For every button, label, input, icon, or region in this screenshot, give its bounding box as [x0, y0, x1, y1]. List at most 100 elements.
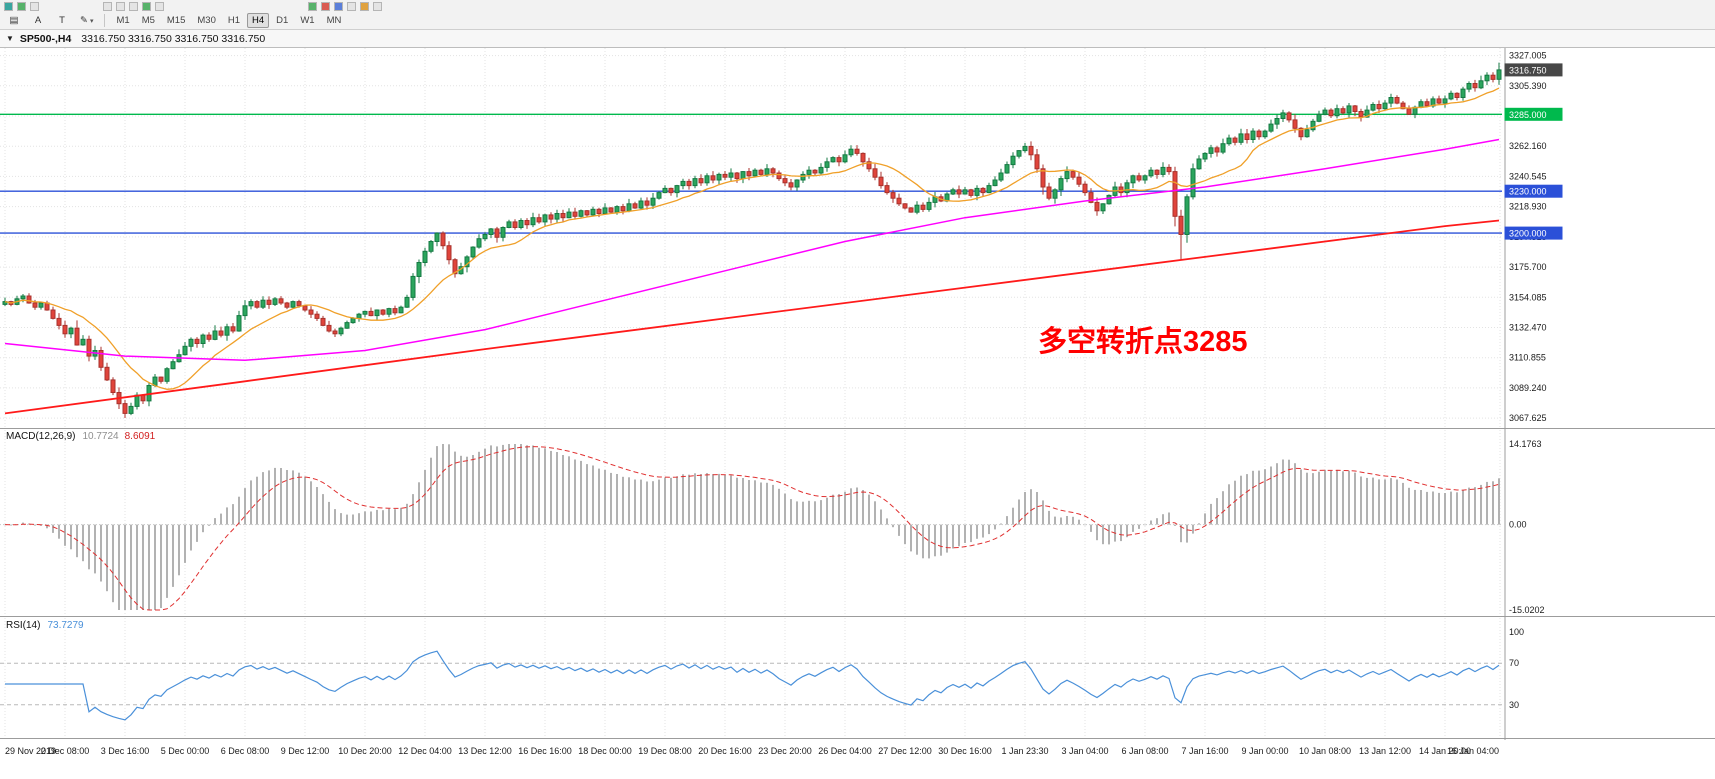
- strategy-tester-icon[interactable]: [129, 1, 138, 11]
- macd-label: MACD(12,26,9): [6, 431, 76, 442]
- chart-bars-icon[interactable]: [308, 1, 317, 11]
- macd-signal-line: [4, 446, 1500, 611]
- macd-header: MACD(12,26,9) 10.7724 8.6091: [6, 431, 155, 442]
- svg-text:3285.000: 3285.000: [1509, 110, 1547, 120]
- tile-windows-icon[interactable]: [373, 1, 382, 11]
- time-axis-label: 13 Dec 12:00: [458, 746, 512, 756]
- chart-list-icon[interactable]: ▤: [9, 15, 19, 26]
- svg-text:3200.000: 3200.000: [1509, 229, 1547, 239]
- time-axis-label: 16 Dec 16:00: [518, 746, 572, 756]
- time-axis-label: 3 Dec 16:00: [101, 746, 150, 756]
- zoom-in-icon[interactable]: [347, 1, 356, 11]
- timeframe-m5[interactable]: M5: [141, 15, 155, 26]
- price-scale-background: [1503, 48, 1715, 779]
- terminal-icon[interactable]: [116, 1, 125, 11]
- text-tool-button[interactable]: T: [59, 15, 65, 26]
- time-axis-label: 13 Jan 12:00: [1359, 746, 1411, 756]
- svg-text:3110.855: 3110.855: [1509, 353, 1546, 363]
- svg-text:100: 100: [1509, 627, 1524, 637]
- ma-slow-line: [4, 219, 1500, 415]
- time-axis-label: 7 Jan 16:00: [1181, 746, 1228, 756]
- toolbar-separator: [104, 14, 106, 27]
- macd-signal-value: 8.6091: [124, 431, 156, 442]
- chart-candles-icon[interactable]: [321, 1, 330, 11]
- level-price-label-3200: 3200.000: [1504, 226, 1563, 240]
- chart-ohlc-readout: 3316.750 3316.750 3316.750 3316.750: [81, 32, 266, 45]
- macd-main-value: 10.7724: [82, 431, 119, 442]
- time-axis-label: 6 Jan 08:00: [1121, 746, 1168, 756]
- level-price-label-3230: 3230.000: [1504, 184, 1563, 198]
- top-toolbar: ▤ A T ✎ ▾ M1 M5 M15 M30 H1 H4 D1 W1 MN: [0, 0, 1715, 30]
- svg-text:3089.240: 3089.240: [1509, 383, 1547, 393]
- ma-fast-line: [4, 87, 1500, 390]
- time-axis-label: 27 Dec 12:00: [878, 746, 932, 756]
- time-axis-label: 20 Dec 16:00: [698, 746, 752, 756]
- svg-text:3240.545: 3240.545: [1509, 171, 1547, 181]
- time-axis-label: 10 Dec 20:00: [338, 746, 392, 756]
- svg-text:3262.160: 3262.160: [1509, 141, 1547, 151]
- timeframe-h4[interactable]: H4: [247, 13, 270, 28]
- time-axis-label: 12 Dec 04:00: [398, 746, 452, 756]
- current-price-label: 3316.750: [1504, 63, 1563, 77]
- chevron-down-icon: ▾: [89, 17, 94, 25]
- timeframe-w1[interactable]: W1: [300, 15, 315, 26]
- time-axis-label: 18 Dec 00:00: [578, 746, 632, 756]
- svg-text:0.00: 0.00: [1509, 520, 1527, 530]
- time-axis-label: 19 Dec 08:00: [638, 746, 692, 756]
- time-axis-label: 14 Jan 20:00: [1419, 746, 1471, 756]
- timeframe-m1[interactable]: M1: [116, 15, 130, 26]
- rsi-label: RSI(14): [6, 620, 41, 631]
- svg-text:3316.750: 3316.750: [1509, 65, 1547, 75]
- svg-text:3132.470: 3132.470: [1509, 322, 1547, 332]
- data-window-icon[interactable]: [30, 1, 39, 11]
- chart-line-icon[interactable]: [334, 1, 343, 11]
- time-axis-label: 23 Dec 20:00: [758, 746, 812, 756]
- market-watch-icon[interactable]: [17, 1, 26, 11]
- time-axis-label: 5 Dec 00:00: [161, 746, 210, 756]
- macd-histogram: [4, 444, 1500, 610]
- svg-text:3230.000: 3230.000: [1509, 187, 1547, 197]
- time-axis-label: 29 Nov 2019: [5, 746, 56, 756]
- svg-text:3154.085: 3154.085: [1509, 292, 1547, 302]
- navigator-icon[interactable]: [103, 1, 112, 11]
- horizontal-lines[interactable]: [0, 113, 1502, 234]
- draw-tool-button[interactable]: ✎ ▾: [75, 13, 98, 29]
- cursor-tool-button[interactable]: A: [34, 15, 42, 26]
- time-axis-label: 9 Jan 00:00: [1241, 746, 1288, 756]
- price-scale[interactable]: 3327.0053305.3903283.7753262.1603240.545…: [1509, 51, 1547, 710]
- chart-title-bar[interactable]: ▼ SP500-,H4 3316.750 3316.750 3316.750 3…: [0, 30, 1715, 48]
- ma-medium-line: [4, 138, 1500, 362]
- svg-text:3218.930: 3218.930: [1509, 202, 1547, 212]
- grid: [0, 48, 1502, 738]
- timeframe-d1[interactable]: D1: [276, 15, 289, 26]
- autotrading-icon[interactable]: [155, 1, 164, 11]
- svg-text:30: 30: [1509, 700, 1519, 710]
- time-axis-label: 16 Jan 04:00: [1447, 746, 1499, 756]
- rsi-header: RSI(14) 73.7279: [6, 620, 84, 631]
- time-axis-label: 9 Dec 12:00: [281, 746, 330, 756]
- chart-background[interactable]: [0, 48, 1715, 779]
- chart-annotation-text[interactable]: 多空转折点3285: [1038, 324, 1248, 358]
- timeframe-h1[interactable]: H1: [227, 15, 241, 26]
- time-axis-label: 6 Dec 08:00: [221, 746, 270, 756]
- chart-menu-caret-icon[interactable]: ▼: [6, 34, 14, 43]
- time-axis-label: 3 Jan 04:00: [1061, 746, 1108, 756]
- level-price-label-3285: 3285.000: [1504, 107, 1563, 121]
- new-order-icon[interactable]: [142, 1, 151, 11]
- timeframe-m30[interactable]: M30: [197, 15, 216, 26]
- time-axis-label: 2 Dec 08:00: [41, 746, 90, 756]
- timeframe-m15[interactable]: M15: [166, 15, 186, 26]
- svg-text:3327.005: 3327.005: [1509, 51, 1547, 61]
- new-chart-icon[interactable]: [4, 1, 13, 11]
- svg-text:70: 70: [1509, 658, 1519, 668]
- time-axis-label: 26 Dec 04:00: [818, 746, 872, 756]
- zoom-out-icon[interactable]: [360, 1, 369, 11]
- pencil-icon: ✎: [80, 14, 88, 26]
- svg-text:3067.625: 3067.625: [1509, 413, 1547, 423]
- time-axis-label: 30 Dec 16:00: [938, 746, 992, 756]
- chart-symbol-timeframe: SP500-,H4: [19, 32, 72, 45]
- chart-canvas[interactable]: 多空转折点32853327.0053305.3903283.7753262.16…: [0, 48, 1715, 779]
- time-axis-label: 10 Jan 08:00: [1299, 746, 1351, 756]
- timeframe-mn[interactable]: MN: [326, 15, 342, 26]
